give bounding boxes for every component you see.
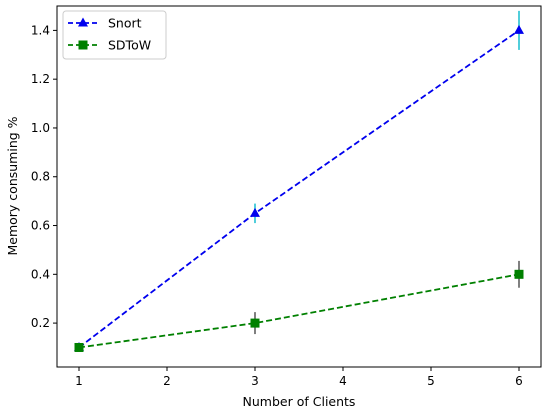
legend-marker-sdtow — [78, 40, 88, 50]
y-tick-label: 1.4 — [31, 23, 50, 37]
y-axis: 0.2 0.4 0.6 0.8 1.0 1.2 1.4 — [31, 23, 57, 330]
x-axis-label: Number of Clients — [243, 394, 356, 409]
legend-marker-shape-sdtow — [78, 40, 88, 50]
data-point-sdtow — [74, 342, 84, 352]
plot-content — [74, 10, 524, 352]
legend: Snort SDToW — [62, 10, 167, 60]
legend-label-sdtow: SDToW — [108, 38, 151, 53]
y-tick-label: 0.2 — [31, 316, 50, 330]
x-tick-label: 4 — [339, 374, 347, 388]
y-axis-label: Memory consuming % — [5, 116, 20, 255]
x-tick-label: 2 — [163, 374, 171, 388]
x-tick-label: 3 — [251, 374, 259, 388]
series-line-sdtow — [78, 273, 520, 349]
y-tick-label: 0.8 — [31, 170, 50, 184]
legend-marker-snort — [78, 17, 88, 27]
series-sdtow — [74, 260, 524, 352]
x-axis: 1 2 3 4 5 6 — [75, 367, 523, 388]
x-tick-label: 5 — [427, 374, 435, 388]
y-tick-label: 0.6 — [31, 219, 50, 233]
y-tick-label: 1.2 — [31, 72, 50, 86]
x-tick-label: 1 — [75, 374, 83, 388]
data-point-sdtow — [250, 318, 260, 328]
y-tick-label: 0.4 — [31, 267, 50, 281]
series-snort — [74, 10, 524, 351]
data-point-snort — [250, 207, 260, 217]
data-point-sdtow — [514, 269, 524, 279]
series-line-snort — [78, 29, 520, 349]
x-tick-label: 6 — [515, 374, 523, 388]
legend-label-snort: Snort — [108, 16, 142, 31]
y-tick-label: 1.0 — [31, 121, 50, 135]
data-point-snort — [514, 24, 524, 34]
plot-frame — [56, 5, 542, 368]
legend-marker-shape-snort — [78, 17, 88, 27]
